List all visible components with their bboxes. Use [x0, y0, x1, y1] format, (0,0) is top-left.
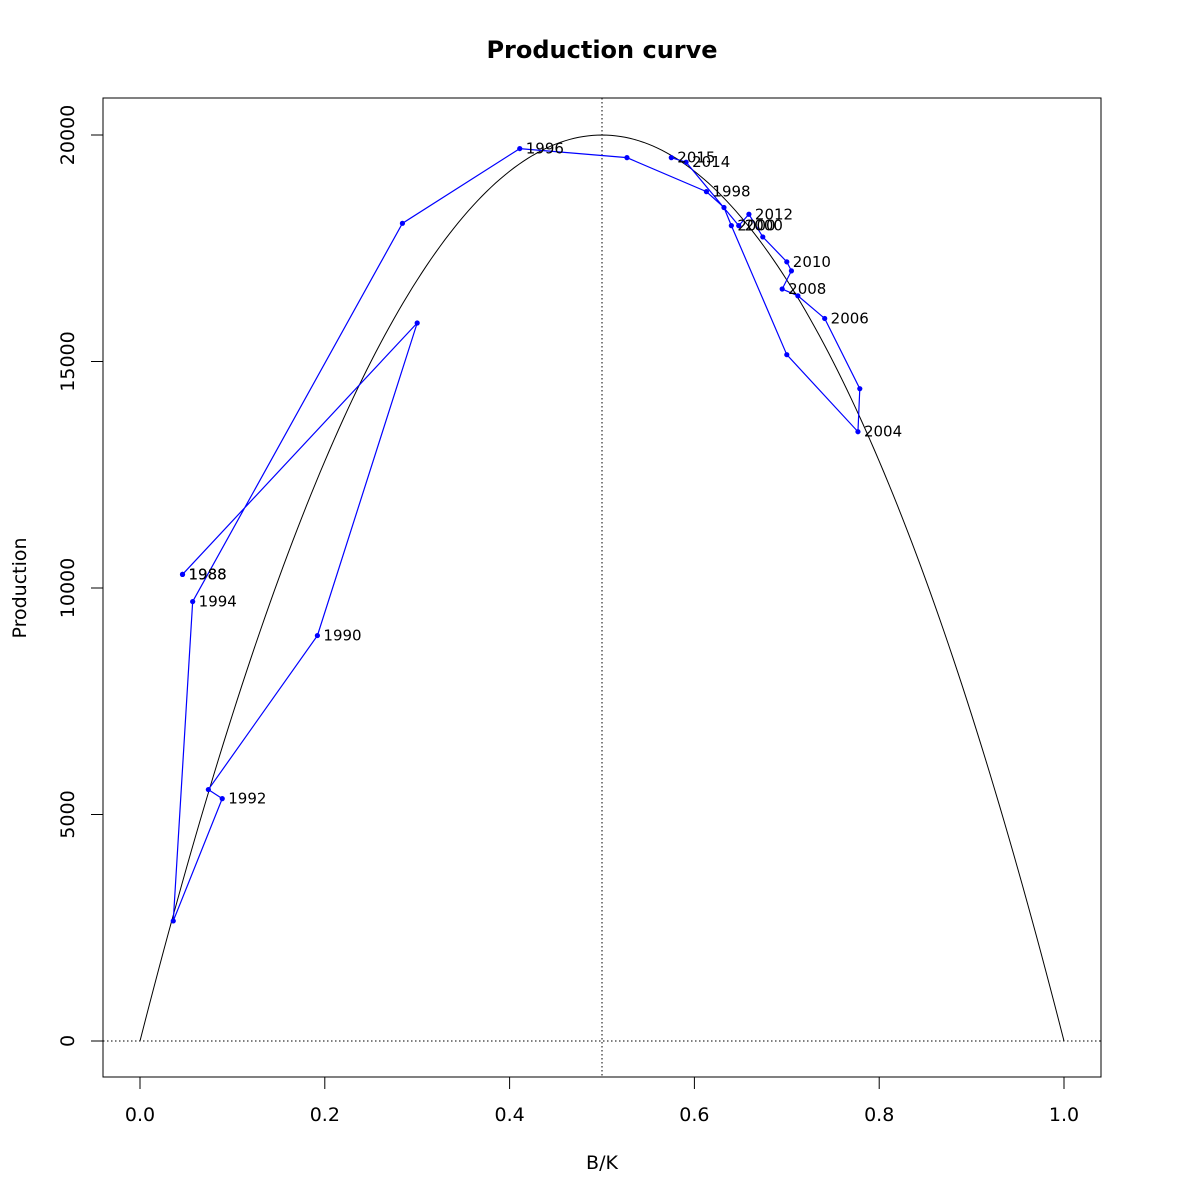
data-point-label: 1992 [228, 790, 266, 808]
data-point [728, 223, 734, 229]
data-point [784, 259, 790, 265]
data-point-label: 2000 [737, 217, 775, 235]
data-point [760, 234, 766, 240]
data-point-label: 1988 [189, 565, 227, 583]
plot-frame [102, 97, 1102, 1078]
data-point-label: 2015 [677, 149, 715, 167]
x-tick-label: 1.0 [1049, 1104, 1079, 1126]
data-point-label: 1996 [526, 140, 564, 158]
data-point [205, 786, 211, 793]
data-point [795, 293, 801, 299]
data-point-label: 2008 [788, 280, 826, 298]
y-tick-label: 5000 [57, 790, 79, 838]
data-point [314, 632, 321, 639]
x-tick-label: 0.4 [494, 1104, 524, 1126]
data-point-label: 2004 [864, 423, 902, 441]
data-point-label: 2006 [831, 309, 869, 327]
data-point [414, 320, 420, 326]
data-point [736, 223, 742, 229]
data-point-label: 2010 [793, 253, 831, 271]
x-tick-label: 0.8 [864, 1104, 894, 1126]
data-point [779, 286, 785, 292]
chart-title: Production curve [486, 36, 717, 64]
data-point [683, 159, 689, 165]
data-point [190, 598, 196, 605]
data-point [788, 268, 795, 274]
x-tick-label: 0.6 [679, 1104, 709, 1126]
data-point [822, 315, 828, 322]
data-point [170, 918, 176, 924]
data-point-label: 1994 [199, 593, 237, 611]
data-point [399, 220, 406, 226]
model-curve-line [139, 134, 1065, 1042]
x-tick-label: 0.0 [125, 1104, 155, 1126]
x-tick-label: 0.2 [310, 1104, 340, 1126]
observed-series-line [172, 147, 861, 922]
data-point [179, 571, 186, 578]
data-point [721, 204, 727, 211]
data-point [219, 796, 225, 802]
data-point [703, 189, 710, 195]
data-point-label: 1990 [323, 627, 361, 645]
y-tick-label: 10000 [57, 558, 79, 618]
data-point-label: 2014 [692, 153, 730, 171]
y-axis-label: Production [9, 537, 31, 638]
y-tick-label: 15000 [57, 331, 79, 391]
y-tick-label: 0 [57, 1035, 79, 1047]
y-tick-label: 20000 [57, 105, 79, 165]
data-point [857, 386, 863, 392]
data-point [855, 429, 861, 435]
x-axis-label: B/K [586, 1152, 618, 1174]
data-point-label: 2012 [755, 205, 793, 223]
data-point [517, 145, 523, 152]
data-point [784, 352, 790, 358]
data-point-label: 1988 [189, 565, 227, 583]
data-point [624, 155, 630, 161]
data-point [668, 155, 674, 161]
data-point [746, 211, 752, 217]
data-point-label: 2000 [745, 217, 783, 235]
data-point-label: 1998 [712, 183, 750, 201]
